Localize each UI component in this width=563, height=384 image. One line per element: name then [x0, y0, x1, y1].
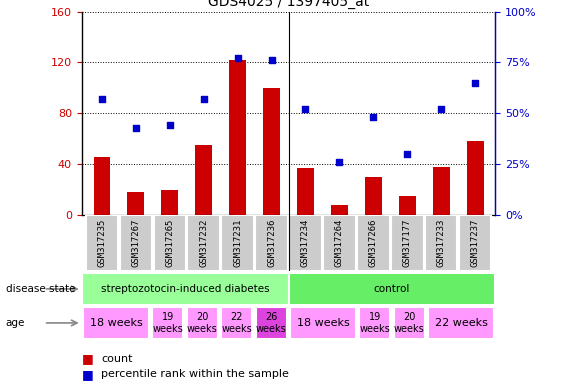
Text: GSM317264: GSM317264: [335, 219, 344, 267]
Text: 19
weeks: 19 weeks: [359, 312, 390, 334]
Point: [437, 106, 446, 112]
Text: count: count: [101, 354, 133, 364]
Bar: [154, 215, 186, 271]
Bar: [119, 215, 152, 271]
Bar: [428, 307, 494, 339]
Point: [267, 57, 276, 63]
Point: [301, 106, 310, 112]
Point: [97, 96, 106, 102]
Bar: [187, 215, 220, 271]
Point: [335, 159, 344, 165]
Point: [233, 55, 242, 61]
Text: GSM317233: GSM317233: [437, 219, 446, 267]
Bar: [365, 177, 382, 215]
Bar: [256, 307, 287, 339]
Point: [166, 122, 175, 129]
Bar: [359, 307, 390, 339]
Bar: [357, 215, 390, 271]
Bar: [229, 60, 246, 215]
Point: [369, 114, 378, 121]
Bar: [291, 307, 356, 339]
Point: [199, 96, 208, 102]
Bar: [195, 145, 212, 215]
Bar: [187, 307, 218, 339]
Text: control: control: [374, 284, 410, 294]
Text: 22
weeks: 22 weeks: [221, 312, 252, 334]
Bar: [221, 307, 252, 339]
Text: GSM317267: GSM317267: [131, 219, 140, 267]
Bar: [289, 273, 495, 305]
Text: disease state: disease state: [6, 284, 75, 294]
Text: GSM317177: GSM317177: [403, 219, 412, 267]
Text: GSM317231: GSM317231: [233, 219, 242, 267]
Text: ■: ■: [82, 353, 97, 366]
Bar: [331, 205, 348, 215]
Text: GSM317266: GSM317266: [369, 219, 378, 267]
Text: 19
weeks: 19 weeks: [153, 312, 183, 334]
Bar: [399, 196, 415, 215]
Text: 26
weeks: 26 weeks: [256, 312, 287, 334]
Bar: [86, 215, 118, 271]
Text: 18 weeks: 18 weeks: [297, 318, 350, 328]
Bar: [297, 168, 314, 215]
Bar: [433, 167, 450, 215]
Bar: [289, 215, 322, 271]
Text: percentile rank within the sample: percentile rank within the sample: [101, 369, 289, 379]
Text: 22 weeks: 22 weeks: [435, 318, 488, 328]
Bar: [153, 307, 184, 339]
Bar: [162, 190, 178, 215]
Bar: [127, 192, 144, 215]
Bar: [82, 273, 289, 305]
Text: 20
weeks: 20 weeks: [394, 312, 425, 334]
Bar: [467, 141, 484, 215]
Bar: [391, 215, 423, 271]
Text: GSM317234: GSM317234: [301, 219, 310, 267]
Text: GSM317265: GSM317265: [166, 219, 175, 267]
Bar: [255, 215, 288, 271]
Text: ■: ■: [82, 368, 97, 381]
Bar: [93, 157, 110, 215]
Point: [131, 124, 140, 131]
Text: GSM317237: GSM317237: [471, 219, 480, 267]
Bar: [83, 307, 149, 339]
Bar: [221, 215, 254, 271]
Text: age: age: [6, 318, 25, 328]
Bar: [323, 215, 356, 271]
Point: [403, 151, 412, 157]
Text: GSM317235: GSM317235: [97, 219, 106, 267]
Title: GDS4025 / 1397405_at: GDS4025 / 1397405_at: [208, 0, 369, 9]
Text: GSM317232: GSM317232: [199, 219, 208, 267]
Text: GSM317236: GSM317236: [267, 219, 276, 267]
Bar: [425, 215, 458, 271]
Text: streptozotocin-induced diabetes: streptozotocin-induced diabetes: [101, 284, 270, 294]
Bar: [459, 215, 491, 271]
Point: [471, 79, 480, 86]
Bar: [394, 307, 425, 339]
Text: 18 weeks: 18 weeks: [90, 318, 142, 328]
Bar: [263, 88, 280, 215]
Text: 20
weeks: 20 weeks: [187, 312, 218, 334]
